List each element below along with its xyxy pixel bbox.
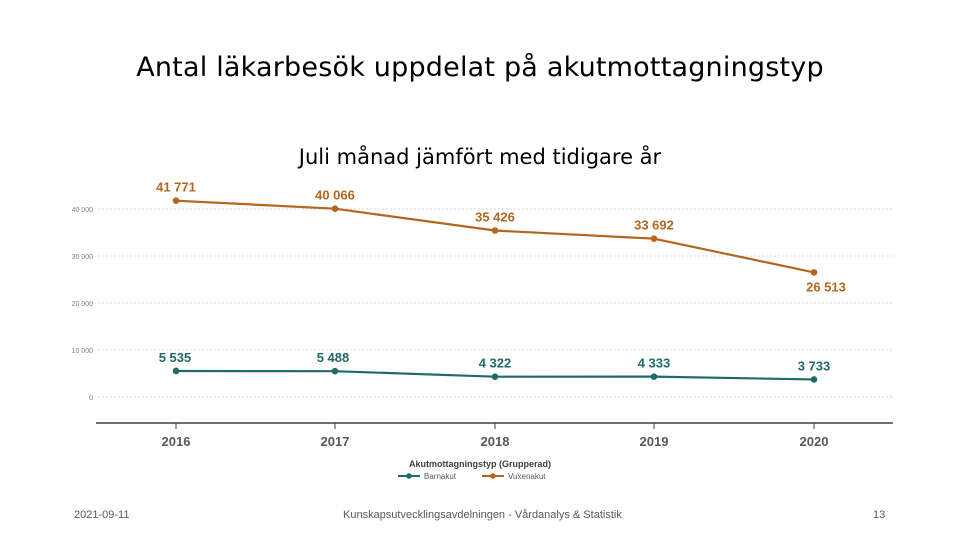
legend-label: Barnakut: [424, 472, 457, 481]
x-tick-label: 2019: [640, 434, 669, 449]
data-point: [491, 373, 499, 380]
data-point: [491, 227, 499, 234]
y-tick-label: 30 000: [72, 254, 94, 261]
slide-subtitle: Juli månad jämfört med tidigare år: [298, 145, 662, 169]
data-point: [650, 373, 658, 380]
data-label: 4 333: [638, 356, 671, 371]
data-label: 3 733: [798, 358, 831, 373]
footer-department: Kunskapsutvecklingsavdelningen - Vårdana…: [343, 509, 622, 521]
data-label: 5 488: [317, 350, 350, 365]
y-tick-label: 20 000: [72, 301, 94, 308]
data-label: 35 426: [475, 209, 515, 224]
legend-label: Vuxenakut: [508, 472, 546, 481]
data-point: [810, 376, 818, 383]
data-label: 5 535: [159, 350, 192, 365]
legend-swatch-marker: [490, 473, 496, 479]
y-tick-label: 10 000: [72, 348, 94, 355]
y-tick-label: 0: [89, 395, 93, 402]
y-tick-label: 40 000: [72, 207, 94, 214]
data-label: 4 322: [479, 356, 512, 371]
x-tick-label: 2017: [321, 434, 350, 449]
legend-title: Akutmottagningstyp (Grupperad): [409, 459, 551, 469]
data-point: [331, 205, 339, 212]
x-tick-label: 2020: [800, 434, 829, 449]
x-tick-label: 2016: [162, 434, 191, 449]
slide-title: Antal läkarbesök uppdelat på akutmottagn…: [136, 52, 824, 83]
x-tick-label: 2018: [481, 434, 510, 449]
data-label: 41 771: [156, 180, 196, 195]
page-number: 13: [873, 509, 886, 521]
data-label: 40 066: [315, 188, 355, 203]
data-point: [810, 269, 818, 276]
data-point: [331, 367, 339, 375]
footer-date: 2021-09-11: [74, 509, 130, 521]
data-label: 26 513: [806, 279, 846, 294]
data-label: 33 692: [634, 218, 674, 233]
data-point: [650, 235, 658, 242]
data-point: [172, 197, 180, 204]
data-point: [172, 367, 180, 375]
legend-swatch-marker: [406, 473, 412, 479]
